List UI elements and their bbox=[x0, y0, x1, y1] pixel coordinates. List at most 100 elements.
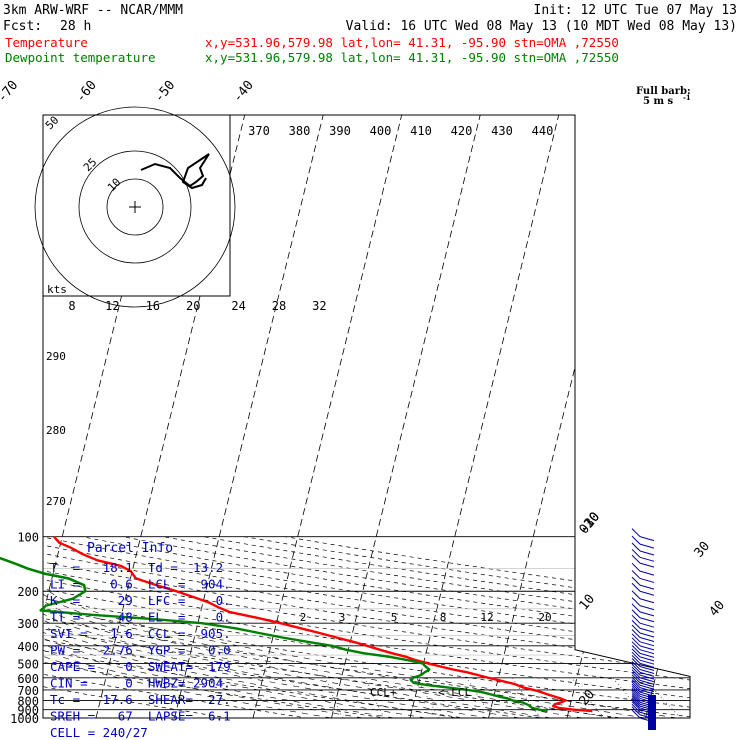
wind-barb-flag bbox=[631, 697, 641, 707]
dry-adiabat-line bbox=[43, 536, 690, 718]
parcel-info-line: T = 18.1 Td = 13.2 bbox=[50, 560, 223, 575]
wind-barb bbox=[639, 577, 655, 583]
pressure-tick-label: 1000 bbox=[10, 712, 39, 726]
adiabat-label: 290 bbox=[46, 350, 66, 363]
wind-barb bbox=[639, 543, 655, 549]
dry-adiabat-line bbox=[203, 536, 690, 718]
wind-barb-flag bbox=[631, 624, 641, 634]
wind-barb-flag bbox=[631, 562, 641, 572]
wind-barb-flag bbox=[631, 676, 641, 686]
pressure-tick-label: 800 bbox=[17, 694, 39, 708]
mixing-ratio-bottom-label: 2 bbox=[300, 611, 307, 624]
wind-barb bbox=[639, 550, 655, 556]
wind-barb-flag bbox=[631, 671, 641, 681]
dewpoint-location: x,y=531.96,579.98 lat,lon= 41.31, -95.90… bbox=[205, 50, 619, 65]
chart-header: 3km ARW-WRF -- NCAR/MMM Init: 12 UTC Tue… bbox=[3, 3, 737, 65]
barb-legend-unit-exponent: -1 bbox=[683, 93, 691, 102]
pressure-tick-label: 600 bbox=[17, 672, 39, 686]
wind-barb bbox=[639, 641, 655, 647]
isotherm-line bbox=[409, 115, 560, 718]
parcel-info-line: PW = 2.76 YGP = 0.0 bbox=[50, 643, 231, 658]
isotherm-line bbox=[331, 115, 481, 718]
isotherm-label: 40 bbox=[707, 598, 729, 620]
wind-barb-flag bbox=[631, 597, 641, 606]
parcel-info-line: K = 29 LFC = 0. bbox=[50, 593, 231, 608]
dry-adiabat-line bbox=[43, 536, 690, 718]
wind-barb-flag bbox=[631, 685, 641, 695]
wind-barb bbox=[639, 605, 655, 611]
moist-adiabat-line bbox=[48, 590, 677, 718]
plot-grid bbox=[0, 115, 740, 718]
parcel-info-line: Tc = 17.6 SHEAR= 27. bbox=[50, 692, 231, 707]
mixing-ratio-bottom-label: 3 bbox=[339, 611, 346, 624]
wind-barb bbox=[639, 682, 655, 688]
mixing-ratio-top-label: 12 bbox=[105, 299, 119, 313]
wind-barb bbox=[639, 674, 655, 680]
wind-barb-surface bbox=[648, 695, 656, 730]
wind-barb bbox=[639, 622, 655, 628]
wind-barb-flag bbox=[631, 661, 641, 670]
wind-barb bbox=[639, 662, 655, 668]
wind-barb-flag bbox=[631, 663, 641, 673]
wind-barb-flag bbox=[631, 609, 641, 619]
wind-barb bbox=[639, 590, 655, 596]
mixing-ratio-bottom-label: 12 bbox=[480, 611, 493, 624]
dry-adiabat-line bbox=[43, 536, 690, 718]
isotherm-label: 30 bbox=[692, 539, 714, 561]
wind-barb bbox=[639, 632, 655, 638]
pressure-tick-label: 900 bbox=[17, 704, 39, 718]
isotherm-line bbox=[566, 115, 690, 718]
lcl-marker: <-LCL bbox=[438, 686, 471, 699]
isotherm-line bbox=[0, 115, 9, 718]
mixing-ratio-top-label: 16 bbox=[146, 299, 160, 313]
wind-barb-flag bbox=[631, 548, 641, 558]
plot-frame bbox=[42, 114, 691, 719]
wind-barb bbox=[639, 598, 655, 604]
wind-barb-flag bbox=[631, 709, 641, 719]
dry-adiabat-line bbox=[43, 536, 253, 718]
wind-barb bbox=[639, 668, 655, 674]
wind-barb bbox=[639, 652, 655, 658]
wind-barb bbox=[639, 584, 655, 590]
pressure-tick-label: 500 bbox=[17, 657, 39, 671]
hodograph-ring-25 bbox=[78, 150, 192, 264]
theta-e-label: 410 bbox=[410, 124, 432, 138]
isotherm-label: -60 bbox=[73, 78, 100, 106]
parcel-info-box: Parcel Info T = 18.1 Td = 13.2 LI = 0.6 L… bbox=[50, 541, 231, 740]
wind-barb-flag bbox=[631, 669, 641, 679]
wind-barb-flag bbox=[631, 641, 641, 651]
wind-barb bbox=[639, 666, 655, 671]
wind-barb-flag bbox=[631, 603, 641, 613]
wind-barb-flag bbox=[631, 688, 641, 697]
isotherm-line bbox=[724, 115, 740, 718]
temperature-legend: Temperature bbox=[5, 35, 88, 50]
wind-barb-flag bbox=[631, 655, 641, 664]
wind-barb bbox=[639, 659, 655, 665]
wind-barb-flag bbox=[631, 699, 641, 709]
theta-e-label: 390 bbox=[329, 124, 351, 138]
wind-barb-flag bbox=[631, 644, 641, 654]
wind-barb bbox=[639, 562, 655, 568]
parcel-info-line: TT = 48 EL = 0. bbox=[50, 610, 231, 625]
mixing-ratio-top-label: 20 bbox=[186, 299, 200, 313]
wind-barb bbox=[639, 611, 655, 617]
wind-barb bbox=[639, 656, 655, 662]
wind-barb-flag bbox=[631, 703, 641, 713]
theta-e-label: 430 bbox=[491, 124, 513, 138]
plot-area: 1002003004005006007008009001000-80-70-60… bbox=[0, 78, 740, 726]
wind-barb-flag bbox=[631, 694, 641, 703]
pressure-tick-label: 400 bbox=[17, 640, 39, 654]
isotherm-line bbox=[174, 115, 324, 718]
pressure-tick-label: 700 bbox=[17, 684, 39, 698]
forecast-hour: 28 h bbox=[60, 19, 91, 34]
wind-barb bbox=[639, 689, 655, 695]
wind-barb-flag bbox=[631, 706, 641, 716]
parcel-info-line: SVI = 1.6 CCL = 905. bbox=[50, 626, 231, 641]
wind-barbs bbox=[631, 528, 656, 730]
wind-barb bbox=[639, 687, 655, 693]
theta-e-label: 420 bbox=[451, 124, 473, 138]
parcel-info-line: SREH = 67 LAPSE= 6.1 bbox=[50, 709, 231, 724]
wind-barb-flag bbox=[631, 695, 641, 705]
mixing-ratio-top-label: 8 bbox=[68, 299, 75, 313]
forecast-label: Fcst: bbox=[3, 19, 42, 34]
